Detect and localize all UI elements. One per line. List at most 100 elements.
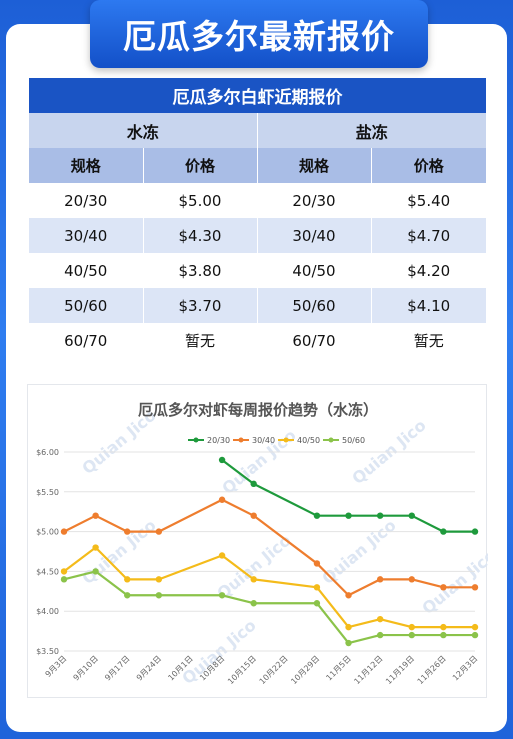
column-header-price: 价格 — [143, 148, 257, 183]
table-cell: $4.10 — [371, 288, 486, 323]
table-cell: $4.30 — [143, 218, 257, 253]
x-tick-label: 12月3日 — [451, 654, 479, 682]
data-point — [440, 584, 446, 590]
data-point — [472, 528, 478, 534]
table-group-row: 水冻 盐冻 — [29, 113, 486, 148]
y-tick-label: $5.00 — [36, 528, 59, 537]
table-cell: 30/40 — [257, 218, 371, 253]
watermark-text: Quian Jico — [178, 616, 259, 689]
data-point — [250, 576, 256, 582]
x-tick-label: 11月19日 — [384, 654, 416, 686]
data-point — [377, 576, 383, 582]
x-tick-label: 11月5日 — [324, 654, 352, 682]
data-point — [124, 576, 130, 582]
data-point — [472, 624, 478, 630]
legend-marker — [194, 438, 199, 443]
table-row: 20/30 $5.00 20/30 $5.40 — [29, 183, 486, 218]
data-point — [377, 512, 383, 518]
data-point — [250, 600, 256, 606]
legend-label: 30/40 — [252, 436, 275, 445]
legend-marker — [284, 438, 289, 443]
x-tick-label: 10月22日 — [258, 654, 290, 686]
table-cell: 50/60 — [257, 288, 371, 323]
data-point — [472, 584, 478, 590]
y-tick-label: $3.50 — [36, 647, 59, 656]
table-cell: $4.70 — [371, 218, 486, 253]
x-tick-label: 11月12日 — [352, 654, 384, 686]
y-tick-label: $5.50 — [36, 488, 59, 497]
table-row: 30/40 $4.30 30/40 $4.70 — [29, 218, 486, 253]
y-tick-label: $4.50 — [36, 567, 59, 576]
data-point — [156, 592, 162, 598]
legend-label: 40/50 — [297, 436, 320, 445]
data-point — [92, 544, 98, 550]
data-point — [92, 512, 98, 518]
table-cell: $4.20 — [371, 253, 486, 288]
table-cell: 30/40 — [29, 218, 143, 253]
data-point — [250, 512, 256, 518]
table-cell: 60/70 — [29, 323, 143, 358]
column-header-price: 价格 — [371, 148, 486, 183]
table-title: 厄瓜多尔白虾近期报价 — [29, 78, 486, 113]
table-cell: 暂无 — [371, 323, 486, 358]
data-point — [61, 528, 67, 534]
watermark-text: Quian Jico — [213, 531, 294, 604]
legend-marker — [329, 438, 334, 443]
data-point — [61, 576, 67, 582]
data-point — [409, 512, 415, 518]
data-point — [156, 576, 162, 582]
table-header-row: 规格 价格 规格 价格 — [29, 148, 486, 183]
data-point — [472, 632, 478, 638]
table-cell: $3.80 — [143, 253, 257, 288]
data-point — [92, 568, 98, 574]
x-tick-label: 11月26日 — [416, 654, 448, 686]
table-cell: 50/60 — [29, 288, 143, 323]
x-tick-label: 10月29日 — [289, 654, 321, 686]
legend-marker — [239, 438, 244, 443]
table-cell: 40/50 — [29, 253, 143, 288]
table-title-row: 厄瓜多尔白虾近期报价 — [29, 78, 486, 113]
trend-chart: Quian JicoQuian JicoQuian JicoQuian Jico… — [27, 384, 487, 698]
x-tick-label: 9月3日 — [44, 654, 69, 679]
data-point — [345, 592, 351, 598]
data-point — [219, 457, 225, 463]
chart-title: 厄瓜多尔对虾每周报价趋势（水冻） — [138, 401, 378, 419]
x-tick-label: 9月10日 — [72, 654, 100, 682]
data-point — [377, 616, 383, 622]
table-cell: 暂无 — [143, 323, 257, 358]
watermark-text: Quian Jico — [418, 546, 488, 619]
data-point — [314, 512, 320, 518]
column-header-spec: 规格 — [29, 148, 143, 183]
data-point — [440, 632, 446, 638]
legend-label: 20/30 — [207, 436, 230, 445]
x-tick-label: 10月15日 — [226, 654, 258, 686]
table-cell: $5.00 — [143, 183, 257, 218]
data-point — [345, 640, 351, 646]
data-point — [377, 632, 383, 638]
data-point — [409, 632, 415, 638]
table-cell: 60/70 — [257, 323, 371, 358]
table-cell: 20/30 — [257, 183, 371, 218]
data-point — [314, 600, 320, 606]
table-row: 50/60 $3.70 50/60 $4.10 — [29, 288, 486, 323]
table-cell: $5.40 — [371, 183, 486, 218]
data-point — [219, 592, 225, 598]
data-point — [156, 528, 162, 534]
group-salted: 盐冻 — [257, 113, 486, 148]
data-point — [440, 528, 446, 534]
data-point — [409, 576, 415, 582]
table-row: 40/50 $3.80 40/50 $4.20 — [29, 253, 486, 288]
page-title: 厄瓜多尔最新报价 — [90, 0, 428, 68]
table-cell: $3.70 — [143, 288, 257, 323]
data-point — [61, 568, 67, 574]
data-point — [440, 624, 446, 630]
y-tick-label: $4.00 — [36, 607, 59, 616]
data-point — [345, 512, 351, 518]
price-table: 厄瓜多尔白虾近期报价 水冻 盐冻 规格 价格 规格 价格 20/30 $5.00… — [29, 78, 486, 358]
x-tick-label: 9月24日 — [135, 654, 163, 682]
x-tick-label: 9月17日 — [103, 654, 131, 682]
trend-chart-svg: Quian JicoQuian JicoQuian JicoQuian Jico… — [28, 385, 488, 699]
table-cell: 40/50 — [257, 253, 371, 288]
legend-label: 50/60 — [342, 436, 365, 445]
table-row: 60/70 暂无 60/70 暂无 — [29, 323, 486, 358]
